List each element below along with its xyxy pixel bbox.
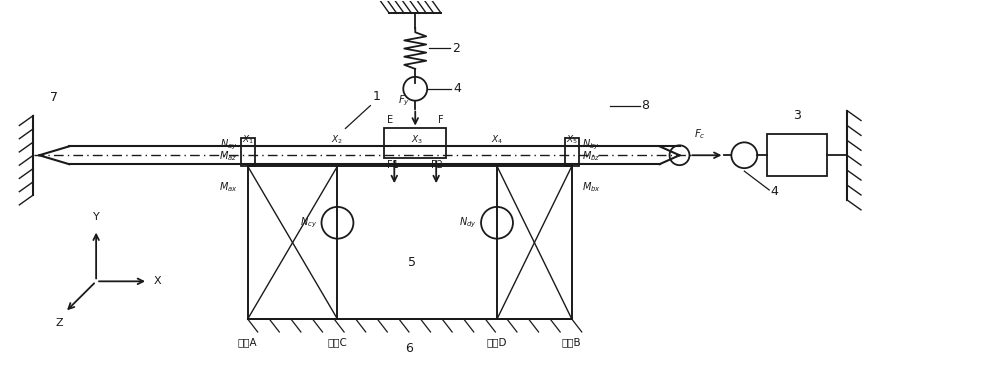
- Text: 支柱B: 支柱B: [562, 337, 582, 347]
- Text: 8: 8: [642, 99, 650, 112]
- Text: 支柱A: 支柱A: [238, 337, 258, 347]
- Text: E: E: [387, 115, 393, 125]
- Bar: [565, 138, 579, 166]
- Text: F: F: [438, 115, 443, 125]
- Text: 7: 7: [50, 91, 58, 104]
- Text: 支柱C: 支柱C: [328, 337, 347, 347]
- Text: F2: F2: [431, 160, 443, 170]
- Text: $X_4$: $X_4$: [491, 134, 503, 146]
- Text: Z: Z: [55, 318, 63, 328]
- Text: $X_5$: $X_5$: [566, 134, 578, 146]
- Text: $X_2$: $X_2$: [331, 134, 343, 146]
- Text: 3: 3: [793, 109, 801, 123]
- Text: 4: 4: [770, 186, 778, 199]
- Text: 支柱D: 支柱D: [487, 337, 507, 347]
- Text: $N_{by}$: $N_{by}$: [582, 137, 599, 152]
- Bar: [241, 138, 255, 166]
- Text: $M_{ax}$: $M_{ax}$: [219, 180, 238, 194]
- Text: $M_{bx}$: $M_{bx}$: [582, 180, 601, 194]
- Text: F1: F1: [387, 160, 399, 170]
- Text: $M_{bz}$: $M_{bz}$: [582, 149, 600, 163]
- Bar: [767, 134, 827, 176]
- Text: $N_{cy}$: $N_{cy}$: [300, 216, 318, 230]
- Text: $N_{ay}$: $N_{ay}$: [220, 137, 238, 152]
- Text: $M_{az}$: $M_{az}$: [219, 149, 238, 163]
- Text: Y: Y: [93, 212, 100, 222]
- Text: 5: 5: [408, 256, 416, 269]
- Bar: [384, 128, 446, 158]
- Text: 6: 6: [405, 343, 413, 355]
- Text: 1: 1: [372, 90, 380, 102]
- Text: $X_3$: $X_3$: [411, 134, 423, 146]
- Text: 4: 4: [453, 82, 461, 95]
- Text: $N_{dy}$: $N_{dy}$: [459, 216, 477, 230]
- Text: 2: 2: [452, 42, 460, 54]
- Text: X: X: [154, 276, 162, 287]
- Text: $F_c$: $F_c$: [694, 128, 706, 141]
- Text: $X_1$: $X_1$: [242, 134, 254, 146]
- Text: $F_y$: $F_y$: [398, 93, 410, 107]
